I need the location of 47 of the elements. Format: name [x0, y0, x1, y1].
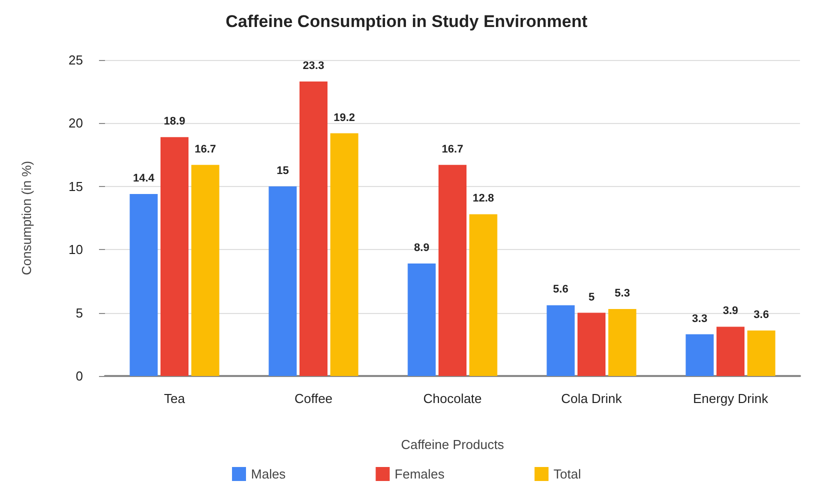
x-axis-title: Caffeine Products: [400, 437, 505, 452]
data-label: 16.7: [194, 143, 216, 156]
data-label: 5.6: [553, 284, 568, 296]
x-tick-label: Coffee: [294, 391, 333, 406]
data-label: 12.8: [472, 192, 494, 205]
y-tick-label: 20: [68, 116, 83, 131]
bar: [408, 264, 436, 376]
bar: [608, 309, 636, 376]
x-tick-label: Chocolate: [423, 391, 482, 406]
bar: [300, 81, 328, 376]
y-tick-label: 5: [76, 305, 83, 320]
y-tick-label: 10: [68, 242, 83, 258]
bar: [438, 164, 466, 376]
chart-title: Caffeine Consumption in Study Environment: [226, 12, 588, 31]
bar: [268, 186, 297, 376]
data-label: 14.4: [132, 172, 156, 184]
bar: [469, 214, 498, 376]
y-tick-label: 0: [76, 368, 83, 384]
data-label: 5: [588, 291, 595, 304]
bar: [191, 164, 220, 376]
x-tick-label: Energy Drink: [692, 391, 769, 406]
data-label: 23.3: [302, 60, 324, 72]
data-label: 18.9: [164, 116, 186, 128]
y-tick-label: 25: [68, 52, 83, 68]
data-label: 15: [276, 164, 289, 177]
data-label: 19.2: [334, 112, 356, 124]
bar: [130, 194, 158, 376]
bar: [546, 305, 575, 376]
bar: [330, 133, 358, 376]
bar: [716, 326, 744, 376]
legend-label: Males: [251, 466, 286, 482]
bar: [686, 334, 714, 376]
legend-label: Females: [394, 466, 446, 482]
data-label: 3.6: [754, 308, 769, 321]
data-label: 3.3: [692, 312, 708, 325]
x-tick-label: Tea: [164, 391, 186, 406]
data-label: 8.9: [414, 242, 430, 254]
bar: [160, 137, 188, 376]
data-label: 16.7: [442, 143, 464, 156]
legend-label: Total: [554, 466, 582, 482]
data-label: 5.3: [614, 288, 630, 300]
y-axis-title: Consumption (in %): [19, 160, 34, 276]
x-tick-label: Cola Drink: [561, 391, 622, 406]
bar: [578, 312, 606, 376]
bar: [747, 330, 776, 376]
data-label: 3.9: [722, 305, 738, 318]
y-tick-label: 15: [68, 178, 83, 194]
